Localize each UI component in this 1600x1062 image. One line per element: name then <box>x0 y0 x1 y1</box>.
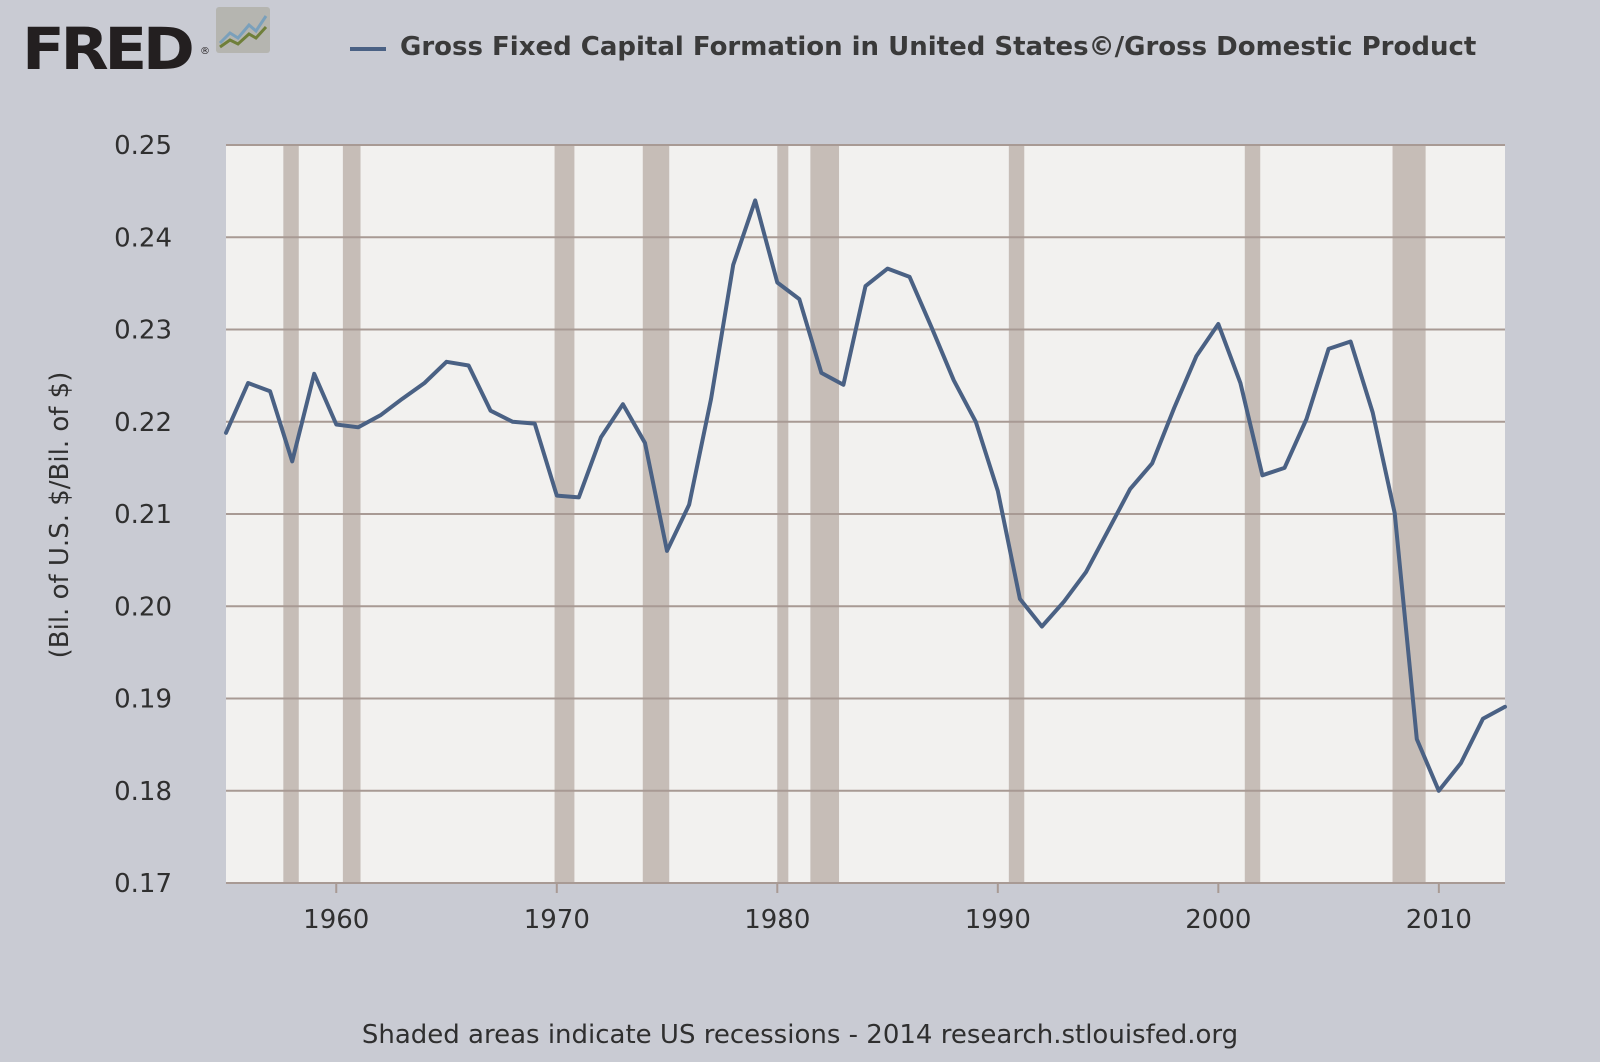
x-tick-label: 1970 <box>524 905 590 935</box>
y-tick-label: 0.20 <box>114 592 172 622</box>
legend-swatch <box>350 47 386 51</box>
x-tick-label: 1980 <box>744 905 810 935</box>
y-tick-label: 0.18 <box>114 777 172 807</box>
y-tick-label: 0.25 <box>114 131 172 161</box>
footer-note: Shaded areas indicate US recessions - 20… <box>361 1020 1239 1050</box>
x-tick-label: 2000 <box>1185 905 1251 935</box>
y-tick-label: 0.23 <box>114 316 172 346</box>
y-axis-label: (Bil. of U.S. $/Bil. of $) <box>45 372 75 659</box>
fred-logo: FRED <box>22 18 195 80</box>
x-tick-label: 1990 <box>965 905 1031 935</box>
y-tick-label: 0.19 <box>114 685 172 715</box>
y-tick-label: 0.21 <box>114 500 172 530</box>
x-tick-label: 1960 <box>303 905 369 935</box>
y-tick-label: 0.17 <box>114 869 172 899</box>
y-tick-label: 0.24 <box>114 223 172 253</box>
legend: Gross Fixed Capital Formation in United … <box>350 30 1500 65</box>
legend-label: Gross Fixed Capital Formation in United … <box>400 32 1477 62</box>
line-chart-icon <box>216 7 270 53</box>
y-tick-label: 0.22 <box>114 408 172 438</box>
logo-text: FRED <box>22 15 195 83</box>
series-line <box>224 198 1507 793</box>
logo-registered-mark: ® <box>200 46 210 57</box>
x-tick-label: 2010 <box>1406 905 1472 935</box>
